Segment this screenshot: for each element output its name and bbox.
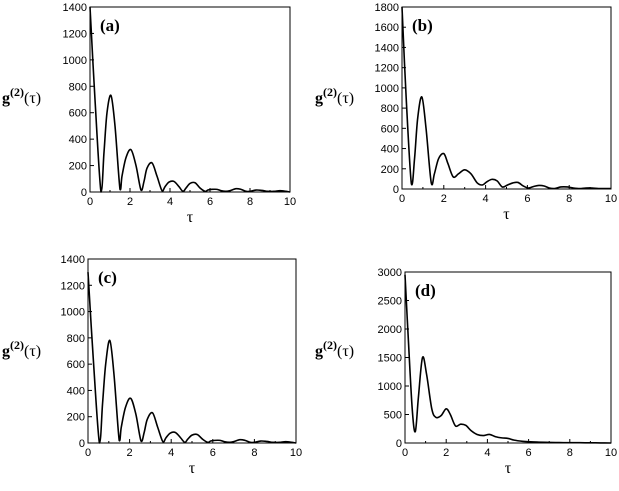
y-tick-label: 800 [381,103,399,115]
x-tick-label: 0 [399,193,405,205]
x-axis-label: τ [503,206,510,223]
y-axis-label-sup: (2) [10,338,24,352]
series-line-0 [401,6,611,190]
x-tick-label: 2 [441,193,447,205]
y-axis-label-sup: (2) [323,85,337,99]
y-axis-label-sup: (2) [10,85,24,99]
y-tick-label: 600 [381,123,399,135]
panel-a: 0 2 4 6 8 10 0 200 400 600 800 1000 1200 1400 τ g(2)(τ)… [2,2,296,226]
y-axis-label: g(2)(τ) [315,338,354,360]
y-tick-label: 1200 [63,28,87,40]
panel-label: (b) [412,16,433,35]
x-tick-label: 4 [168,447,174,459]
y-tick-label: 1200 [375,63,399,75]
y-axis-label-arg: (τ) [337,343,354,360]
x-tick-label: 10 [605,447,617,459]
x-tick-label: 0 [402,447,408,459]
x-tick-label: 8 [567,447,573,459]
y-axis-label-arg: (τ) [24,90,41,107]
x-tick-label: 10 [290,447,302,459]
y-tick-label: 200 [69,161,87,173]
y-axis-label-base: g [2,343,10,360]
series-line-0 [89,6,291,193]
y-tick-label: 2500 [378,296,402,308]
x-tick-label: 2 [443,447,449,459]
x-tick-label: 8 [247,196,253,208]
y-tick-label: 1800 [375,2,399,14]
y-tick-label: 200 [381,164,399,176]
panel-label: (a) [100,16,120,35]
y-tick-label: 600 [67,359,85,371]
y-tick-label: 0 [81,187,87,199]
x-tick-label: 6 [524,193,530,205]
y-tick-label: 3000 [378,267,402,279]
x-tick-label: 6 [526,447,532,459]
y-tick-label: 400 [67,385,85,397]
y-tick-label: 1000 [63,55,87,67]
x-tick-label: 0 [87,196,93,208]
panel-b: 0 2 4 6 8 10 0 200 400 600 800 1000 1200 1400 1600 1800… [315,2,617,223]
y-tick-label: 1000 [375,83,399,95]
y-axis-label-base: g [315,343,323,360]
panel-label: (c) [98,268,117,287]
y-tick-label: 1400 [375,42,399,54]
y-tick-label: 1400 [63,2,87,14]
y-tick-label: 2000 [378,324,402,336]
y-axis-label-sup: (2) [323,338,337,352]
y-tick-label: 200 [67,412,85,424]
y-tick-label: 600 [69,108,87,120]
y-axis-label-arg: (τ) [337,90,354,107]
y-tick-label: 400 [69,134,87,146]
x-tick-label: 10 [605,193,617,205]
panel-d: 0 2 4 6 8 10050010001500200025003000τg(2)(τ)(… [315,267,617,477]
y-tick-label: 1000 [378,381,402,393]
x-tick-label: 8 [251,447,257,459]
x-tick-label: 6 [207,196,213,208]
y-tick-label: 1000 [61,307,85,319]
x-tick-label: 4 [483,193,489,205]
y-tick-label: 800 [69,81,87,93]
y-axis-label: g(2)(τ) [2,85,41,107]
x-axis-label: τ [187,209,194,226]
x-tick-label: 10 [284,196,296,208]
x-tick-label: 6 [210,447,216,459]
x-tick-label: 4 [167,196,173,208]
y-tick-label: 0 [393,184,399,196]
y-axis-label-arg: (τ) [24,343,41,360]
x-tick-label: 4 [484,447,490,459]
y-tick-label: 1200 [61,280,85,292]
x-tick-label: 0 [85,447,91,459]
y-tick-label: 0 [79,438,85,450]
plot-frame [401,6,612,190]
y-tick-label: 1400 [61,254,85,266]
y-axis-label-base: g [315,90,323,107]
x-axis-label: τ [505,460,512,477]
y-tick-label: 500 [384,410,402,422]
x-axis-label: τ [189,460,196,477]
plot-frame [87,258,297,444]
y-axis-label: g(2)(τ) [2,338,41,360]
y-tick-label: 0 [396,438,402,450]
panel-c: 0 2 4 6 8 10 0 200 400 600 800 1000 1200 1400 τ g(2)(τ)… [2,254,302,477]
series-line-0 [404,274,612,444]
x-tick-label: 8 [566,193,572,205]
x-tick-label: 2 [127,447,133,459]
y-axis-label-base: g [2,90,10,107]
panel-label: (d) [415,281,436,300]
y-axis-label: g(2)(τ) [315,85,354,107]
y-tick-label: 400 [381,144,399,156]
x-tick-label: 2 [127,196,133,208]
series-line-0 [87,272,297,444]
plot-frame [89,6,291,193]
y-tick-label: 800 [67,333,85,345]
y-tick-label: 1500 [378,353,402,365]
y-tick-label: 1600 [375,22,399,34]
